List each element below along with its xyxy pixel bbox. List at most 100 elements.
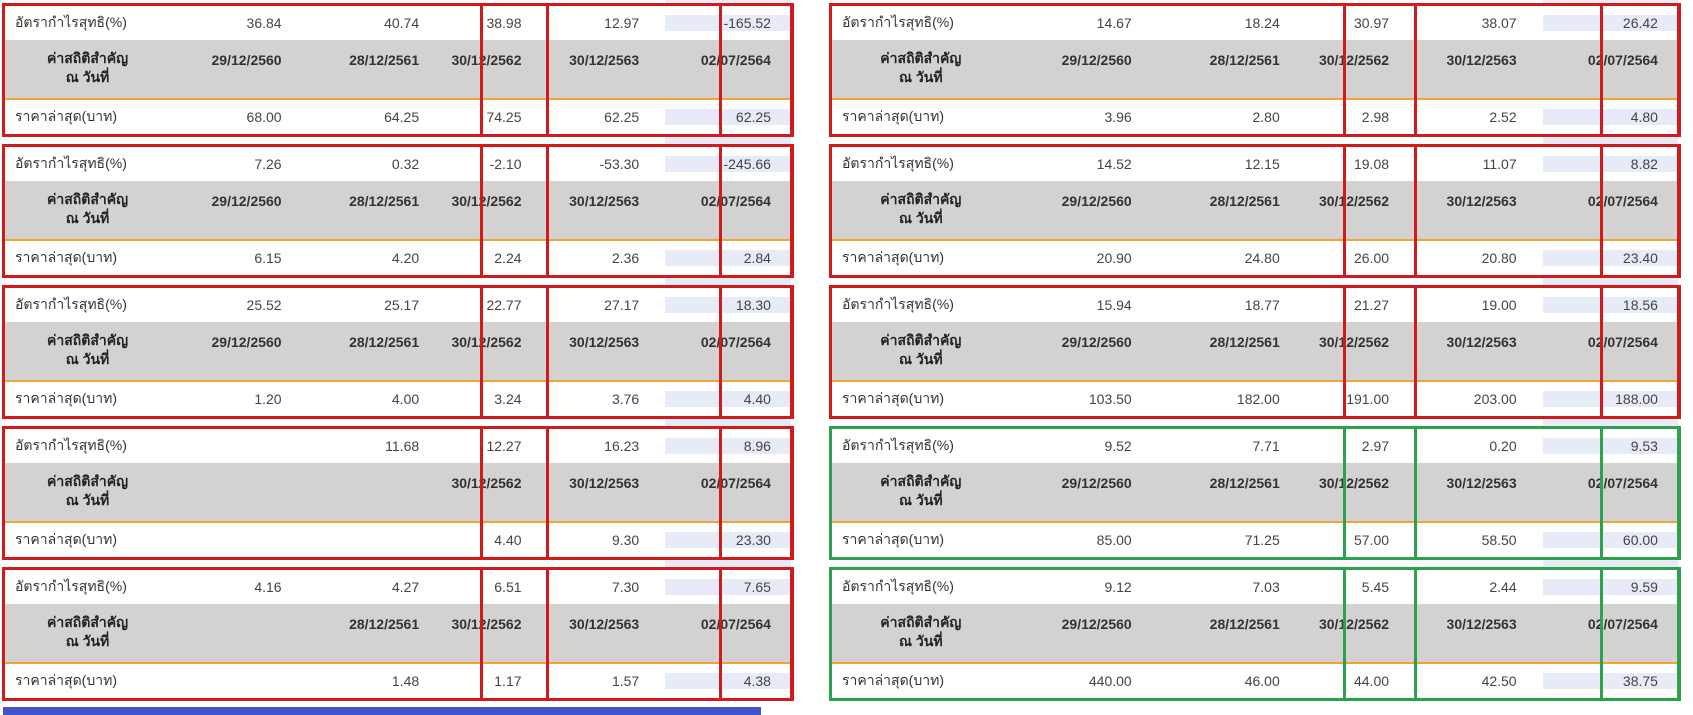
latest-price-label: ราคาล่าสุด(บาท) bbox=[842, 672, 944, 688]
key-statistics-date-header-row: ค่าสถิติสำคัญ ณ วันที่ 29/12/2560 28/12/… bbox=[5, 181, 791, 241]
key-statistics-label-line1: ค่าสถิติสำคัญ bbox=[47, 614, 129, 630]
date-header-cell: 28/12/2561 bbox=[349, 52, 420, 68]
price-value-cell: 4.40 bbox=[494, 532, 522, 548]
stat-table-right-1: อัตรากำไรสุทธิ(%) 14.67 18.24 30.97 38.0… bbox=[829, 3, 1681, 137]
margin-value-cell: 18.24 bbox=[1244, 15, 1280, 31]
stat-table-left-5: อัตรากำไรสุทธิ(%) 4.16 4.27 6.51 7.30 7.… bbox=[2, 567, 794, 701]
stat-table-left-4: อัตรากำไรสุทธิ(%) 11.68 12.27 16.23 8.96… bbox=[2, 426, 794, 560]
margin-value-cell: 0.32 bbox=[391, 156, 420, 172]
key-statistics-label-line1: ค่าสถิติสำคัญ bbox=[880, 50, 962, 66]
price-value-cell: 60.00 bbox=[1542, 532, 1678, 548]
margin-value-cell: -53.30 bbox=[599, 156, 640, 172]
margin-value-cell: 7.71 bbox=[1252, 438, 1280, 454]
bottom-partial-blue-bar bbox=[3, 707, 761, 715]
net-profit-margin-row: อัตรากำไรสุทธิ(%) 9.12 7.03 5.45 2.44 9.… bbox=[832, 570, 1678, 604]
price-value-cell: 2.36 bbox=[611, 250, 640, 266]
date-header-cell: 29/12/2560 bbox=[1061, 334, 1132, 350]
price-value-cell: 23.40 bbox=[1542, 250, 1678, 266]
latest-price-row: ราคาล่าสุด(บาท) 1.48 1.17 1.57 4.38 bbox=[5, 664, 791, 698]
net-profit-margin-row: อัตรากำไรสุทธิ(%) 7.26 0.32 -2.10 -53.30… bbox=[5, 147, 791, 181]
net-profit-margin-row: อัตรากำไรสุทธิ(%) 15.94 18.77 21.27 19.0… bbox=[832, 288, 1678, 322]
margin-value-cell: 7.30 bbox=[611, 579, 640, 595]
margin-value-cell: 25.17 bbox=[384, 297, 420, 313]
stat-table-right-3: อัตรากำไรสุทธิ(%) 15.94 18.77 21.27 19.0… bbox=[829, 285, 1681, 419]
stat-table-right-5: อัตรากำไรสุทธิ(%) 9.12 7.03 5.45 2.44 9.… bbox=[829, 567, 1681, 701]
date-header-cell: 30/12/2563 bbox=[569, 334, 640, 350]
key-statistics-label: ค่าสถิติสำคัญ ณ วันที่ bbox=[832, 463, 1010, 521]
margin-value-cell: 16.23 bbox=[604, 438, 640, 454]
date-header-cell: 30/12/2563 bbox=[569, 616, 640, 632]
date-header-cell: 30/12/2562 bbox=[1318, 475, 1390, 491]
latest-price-row: ราคาล่าสุด(บาท) 68.00 64.25 74.25 62.25 … bbox=[5, 100, 791, 134]
date-header-cell: 30/12/2563 bbox=[569, 475, 640, 491]
key-statistics-label: ค่าสถิติสำคัญ ณ วันที่ bbox=[5, 181, 170, 239]
price-value-cell: 2.24 bbox=[494, 250, 522, 266]
margin-value-cell: 5.45 bbox=[1361, 579, 1390, 595]
date-header-cell: 30/12/2562 bbox=[1318, 193, 1390, 209]
latest-price-row: ราคาล่าสุด(บาท) 3.96 2.80 2.98 2.52 4.80 bbox=[832, 100, 1678, 134]
price-value-cell: 58.50 bbox=[1481, 532, 1517, 548]
price-value-cell: 62.25 bbox=[604, 109, 640, 125]
price-value-cell: 1.48 bbox=[391, 673, 420, 689]
date-header-cell: 30/12/2563 bbox=[1446, 334, 1517, 350]
stat-table-right-4: อัตรากำไรสุทธิ(%) 9.52 7.71 2.97 0.20 9.… bbox=[829, 426, 1681, 560]
latest-price-row: ราคาล่าสุด(บาท) 6.15 4.20 2.24 2.36 2.84 bbox=[5, 241, 791, 275]
date-header-cell: 30/12/2562 bbox=[1318, 616, 1390, 632]
margin-value-cell: 22.77 bbox=[486, 297, 522, 313]
latest-price-label: ราคาล่าสุด(บาท) bbox=[842, 531, 944, 547]
price-value-cell: 38.75 bbox=[1542, 673, 1678, 689]
margin-value-cell: 0.20 bbox=[1489, 438, 1517, 454]
price-value-cell: 4.20 bbox=[391, 250, 420, 266]
net-profit-margin-label: อัตรากำไรสุทธิ(%) bbox=[842, 14, 954, 30]
date-header-cell: 28/12/2561 bbox=[349, 334, 420, 350]
key-statistics-label-line1: ค่าสถิติสำคัญ bbox=[880, 332, 962, 348]
margin-value-cell: 4.16 bbox=[254, 579, 282, 595]
margin-value-cell: 9.52 bbox=[1104, 438, 1132, 454]
date-header-cell: 29/12/2560 bbox=[211, 52, 282, 68]
margin-value-cell: 11.68 bbox=[385, 438, 420, 454]
price-value-cell: 440.00 bbox=[1088, 673, 1132, 689]
price-value-cell: 71.25 bbox=[1244, 532, 1280, 548]
price-value-cell: 20.90 bbox=[1096, 250, 1132, 266]
date-header-cell: 28/12/2561 bbox=[1209, 334, 1280, 350]
date-header-cell: 02/07/2564 bbox=[1587, 616, 1658, 632]
margin-value-cell: 9.12 bbox=[1104, 579, 1132, 595]
price-value-cell: 20.80 bbox=[1481, 250, 1517, 266]
date-header-cell: 02/07/2564 bbox=[700, 334, 771, 350]
key-statistics-label-line1: ค่าสถิติสำคัญ bbox=[47, 191, 129, 207]
date-header-cell: 02/07/2564 bbox=[700, 52, 771, 68]
net-profit-margin-row: อัตรากำไรสุทธิ(%) 25.52 25.17 22.77 27.1… bbox=[5, 288, 791, 322]
price-value-cell: 42.50 bbox=[1481, 673, 1517, 689]
margin-value-cell: 38.07 bbox=[1481, 15, 1517, 31]
price-value-cell: 1.20 bbox=[254, 391, 282, 407]
margin-value-cell: 9.53 bbox=[1542, 438, 1678, 454]
latest-price-row: ราคาล่าสุด(บาท) 20.90 24.80 26.00 20.80 … bbox=[832, 241, 1678, 275]
net-profit-margin-label: อัตรากำไรสุทธิ(%) bbox=[842, 155, 954, 171]
net-profit-margin-label: อัตรากำไรสุทธิ(%) bbox=[15, 437, 127, 453]
date-column-tint-strip bbox=[665, 0, 791, 3]
date-header-cell: 02/07/2564 bbox=[1587, 193, 1658, 209]
date-header-cell: 30/12/2562 bbox=[451, 334, 522, 350]
margin-value-cell: 25.52 bbox=[246, 297, 282, 313]
key-statistics-date-header-row: ค่าสถิติสำคัญ ณ วันที่ 29/12/2560 28/12/… bbox=[832, 40, 1678, 100]
date-header-cell: 02/07/2564 bbox=[700, 193, 771, 209]
price-value-cell: 4.38 bbox=[665, 673, 791, 689]
key-statistics-label: ค่าสถิติสำคัญ ณ วันที่ bbox=[5, 322, 170, 380]
latest-price-label: ราคาล่าสุด(บาท) bbox=[15, 108, 117, 124]
date-header-cell: 02/07/2564 bbox=[1587, 334, 1658, 350]
date-column-tint-strip bbox=[665, 560, 791, 567]
stat-table-left-2: อัตรากำไรสุทธิ(%) 7.26 0.32 -2.10 -53.30… bbox=[2, 144, 794, 278]
date-header-cell: 30/12/2563 bbox=[1446, 616, 1517, 632]
stat-table-left-1: อัตรากำไรสุทธิ(%) 36.84 40.74 38.98 12.9… bbox=[2, 3, 794, 137]
date-header-cell bbox=[170, 604, 308, 662]
date-column-tint-strip bbox=[1542, 560, 1678, 567]
date-column-tint-strip bbox=[1542, 419, 1678, 426]
price-value-cell: 3.96 bbox=[1104, 109, 1132, 125]
date-header-cell: 28/12/2561 bbox=[1209, 193, 1280, 209]
net-profit-margin-row: อัตรากำไรสุทธิ(%) 9.52 7.71 2.97 0.20 9.… bbox=[832, 429, 1678, 463]
latest-price-label: ราคาล่าสุด(บาท) bbox=[842, 249, 944, 265]
key-statistics-label-line2: ณ วันที่ bbox=[65, 210, 110, 226]
date-header-cell: 28/12/2561 bbox=[349, 193, 420, 209]
date-header-cell: 29/12/2560 bbox=[211, 334, 282, 350]
margin-value-cell: 40.74 bbox=[384, 15, 420, 31]
